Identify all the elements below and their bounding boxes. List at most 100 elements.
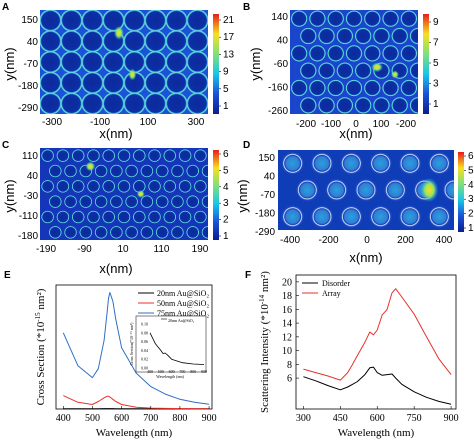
panel-label-c: C (2, 140, 9, 151)
field-hole (132, 210, 146, 224)
y-axis-label-e: Cross Section (*10-15 nm²) (34, 288, 47, 405)
x-tick-label-b: -200 (296, 119, 316, 130)
field-hole (163, 179, 177, 193)
field-hole (163, 149, 177, 163)
field-hole (64, 225, 78, 239)
field-hole (372, 27, 390, 45)
field-hole (409, 27, 418, 45)
x-axis-label-b: x(nm) (339, 126, 372, 141)
field-hole (60, 92, 83, 114)
field-hole (400, 10, 418, 28)
panel-f: F 300 450 600 750 900 6 8 10 12 14 16 18 20 Wavelen… (245, 270, 459, 439)
colorbar-tick-label-d: 6 (468, 151, 474, 162)
inset-x-tick-label-e: 400 (147, 369, 153, 374)
inset-y-tick-label-e: 0.02 (141, 357, 148, 362)
inset-y-label-e: Cross Section(*10⁻¹⁵ nm²) (129, 322, 134, 365)
colorbar-tick-label-b: 5 (433, 58, 439, 69)
field-hole (41, 210, 55, 224)
field-hole (354, 27, 372, 45)
y-tick-label-f: 20 (282, 277, 292, 288)
field-hole (165, 92, 188, 114)
field-hole (132, 179, 146, 193)
field-hole (86, 179, 100, 193)
field-hole (391, 27, 409, 45)
field-hole (109, 195, 123, 209)
field-hole (109, 164, 123, 178)
field-hole (60, 29, 83, 53)
field-hotspot (420, 178, 439, 202)
y-tick-label-c: 40 (27, 171, 39, 182)
panel-d: D 6 5 4 3 2 1 150 40 -70 -180 -290 -400 -200 0 200 40… (235, 140, 474, 265)
y-tick-label-d: -290 (255, 227, 275, 238)
field-hotspot (85, 161, 96, 172)
y-axis-label-d: y(nm) (235, 179, 250, 212)
field-hole (290, 10, 308, 28)
field-hole (363, 10, 381, 28)
field-hole (64, 195, 78, 209)
panel-c: C 6 5 4 3 2 1 110 40 -30 -110 -180 -190 -90 10 110 19… (2, 140, 229, 276)
field-hole (144, 10, 167, 32)
colorbar-tick-label-c: 2 (223, 215, 229, 226)
inset-frame-e (135, 315, 207, 373)
legend-entry-e: 20nm Au@SiO₂ (157, 289, 209, 298)
y-tick-label-b: 140 (271, 12, 288, 23)
inset-x-tick-label-e: 900 (201, 369, 207, 374)
field-hole (94, 164, 108, 178)
field-hole (123, 92, 146, 114)
x-axis-label-c: x(nm) (99, 261, 132, 276)
field-hole (40, 10, 62, 32)
field-hole (102, 179, 116, 193)
field-hole (102, 149, 116, 163)
field-hole (81, 71, 104, 95)
y-tick-label-d: 40 (264, 172, 276, 183)
y-tick-label-b: 40 (277, 36, 289, 47)
field-hole (336, 96, 354, 114)
field-hole (64, 164, 78, 178)
field-hole (56, 149, 70, 163)
y-tick-label-f: 18 (282, 291, 292, 302)
field-hole (400, 79, 418, 97)
field-hole (299, 62, 317, 80)
plot-area-e (62, 292, 210, 410)
panel-label-d: D (243, 140, 250, 151)
colorbar-tick-label-d: 1 (468, 223, 474, 234)
field-hole (165, 71, 188, 95)
field-hole (48, 195, 62, 209)
field-hole (117, 149, 131, 163)
heatmap-c-background (40, 148, 208, 240)
field-hole (308, 10, 326, 28)
field-hole (318, 27, 336, 45)
field-hole (354, 96, 372, 114)
field-hole (40, 92, 62, 114)
field-hole (140, 195, 154, 209)
field-hole (336, 62, 354, 80)
y-tick-label-f: 12 (282, 332, 292, 343)
field-hole (295, 178, 320, 202)
field-hole (102, 210, 116, 224)
field-hole (123, 10, 146, 32)
heatmap-a-field (40, 10, 208, 114)
inset-x-tick-label-e: 600 (169, 369, 175, 374)
x-tick-label-a: 100 (140, 117, 157, 128)
field-hole (290, 79, 308, 97)
series-line-0 (149, 332, 205, 365)
field-hole (308, 79, 326, 97)
colorbar-tick-label-b: 7 (433, 38, 439, 49)
field-hole (165, 50, 188, 74)
field-hole (40, 50, 62, 74)
colorbar-tick-label-c: 3 (223, 198, 229, 209)
field-hole (71, 210, 85, 224)
inset-y-tick-label-e: 0.08 (141, 330, 148, 335)
field-hole (81, 92, 104, 114)
inset-x-tick-label-e: 500 (158, 369, 164, 374)
field-hole (60, 71, 83, 95)
field-hole (48, 164, 62, 178)
field-hole (79, 225, 93, 239)
field-hole (363, 44, 381, 62)
field-hole (155, 164, 169, 178)
field-hole (123, 29, 146, 53)
field-hole (442, 178, 454, 202)
y-tick-label-b: -160 (268, 83, 288, 94)
